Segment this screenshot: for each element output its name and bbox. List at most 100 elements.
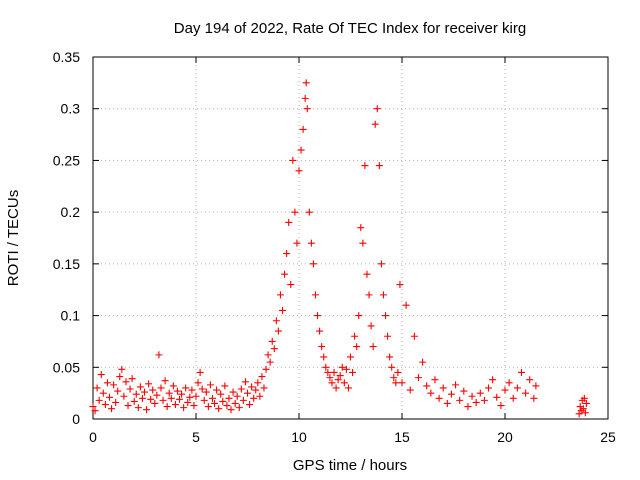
data-point bbox=[291, 208, 299, 216]
data-point bbox=[268, 337, 276, 345]
data-point bbox=[435, 394, 443, 402]
data-point bbox=[229, 388, 237, 396]
data-point bbox=[93, 384, 101, 392]
data-point bbox=[302, 79, 310, 87]
data-point bbox=[353, 343, 361, 351]
data-point bbox=[141, 388, 148, 396]
data-point bbox=[359, 239, 367, 247]
data-point bbox=[171, 401, 179, 409]
data-point bbox=[361, 162, 369, 170]
data-points bbox=[89, 79, 590, 418]
data-point bbox=[182, 384, 190, 392]
data-point bbox=[582, 399, 590, 407]
data-point bbox=[145, 380, 153, 388]
data-point bbox=[402, 301, 410, 309]
data-point bbox=[252, 386, 260, 394]
data-point bbox=[200, 396, 208, 404]
y-tick-label: 0.15 bbox=[53, 256, 80, 272]
data-point bbox=[318, 343, 326, 351]
data-point bbox=[108, 405, 116, 413]
data-point bbox=[161, 377, 169, 385]
data-point bbox=[330, 368, 338, 376]
data-point bbox=[227, 406, 235, 414]
data-point bbox=[202, 388, 210, 396]
data-point bbox=[493, 393, 501, 401]
data-point bbox=[274, 327, 282, 335]
data-point bbox=[342, 365, 350, 373]
data-point bbox=[130, 397, 138, 405]
data-point bbox=[419, 358, 427, 366]
data-point bbox=[526, 376, 534, 384]
data-point bbox=[173, 387, 181, 395]
data-point bbox=[192, 392, 200, 400]
data-point bbox=[198, 385, 206, 393]
data-point bbox=[299, 125, 307, 133]
data-point bbox=[276, 291, 284, 299]
data-point bbox=[452, 381, 460, 389]
data-point bbox=[176, 395, 184, 403]
data-point bbox=[332, 384, 340, 392]
data-point bbox=[464, 403, 472, 411]
data-point bbox=[509, 394, 517, 402]
data-point bbox=[579, 405, 587, 413]
data-point bbox=[167, 394, 175, 402]
data-point bbox=[116, 373, 124, 381]
data-point bbox=[460, 387, 468, 395]
data-point bbox=[219, 397, 227, 405]
y-tick-label: 0 bbox=[72, 411, 80, 427]
data-point bbox=[311, 291, 319, 299]
data-point bbox=[233, 392, 241, 400]
data-point bbox=[476, 389, 484, 397]
data-point bbox=[204, 403, 212, 411]
data-point bbox=[396, 281, 404, 289]
data-point bbox=[237, 385, 245, 393]
data-point bbox=[134, 404, 142, 412]
data-point bbox=[241, 378, 249, 386]
data-point bbox=[272, 317, 280, 325]
data-point bbox=[423, 382, 431, 390]
data-point bbox=[406, 386, 414, 394]
data-point bbox=[211, 399, 219, 407]
data-point bbox=[244, 389, 251, 397]
data-point bbox=[180, 404, 188, 412]
data-point bbox=[221, 382, 229, 390]
data-point bbox=[363, 270, 371, 278]
data-point bbox=[379, 291, 387, 299]
data-point bbox=[289, 156, 297, 164]
data-point bbox=[231, 399, 239, 407]
data-point bbox=[143, 406, 151, 414]
data-point bbox=[301, 94, 309, 102]
data-point bbox=[124, 402, 132, 410]
data-point bbox=[138, 394, 146, 402]
data-point bbox=[377, 260, 385, 268]
data-point bbox=[118, 365, 126, 373]
grid-lines bbox=[93, 57, 608, 419]
data-point bbox=[340, 379, 348, 387]
data-point bbox=[443, 399, 451, 407]
data-point bbox=[371, 120, 379, 128]
data-point bbox=[398, 379, 406, 387]
data-point bbox=[468, 392, 476, 400]
data-point bbox=[297, 146, 305, 154]
data-point bbox=[349, 368, 357, 376]
data-point bbox=[149, 386, 157, 394]
data-point bbox=[326, 374, 334, 382]
data-point bbox=[309, 260, 317, 268]
data-point bbox=[256, 392, 264, 400]
data-point bbox=[110, 381, 118, 389]
data-point bbox=[447, 390, 455, 398]
data-point bbox=[295, 167, 303, 175]
data-point bbox=[410, 332, 418, 340]
data-point bbox=[439, 384, 447, 392]
data-point bbox=[97, 371, 105, 379]
data-point bbox=[246, 401, 254, 409]
data-point bbox=[431, 376, 439, 384]
data-point bbox=[254, 379, 262, 387]
data-point bbox=[388, 363, 396, 371]
data-point bbox=[159, 396, 167, 404]
data-point bbox=[386, 353, 394, 361]
y-tick-label: 0.25 bbox=[53, 152, 80, 168]
data-point bbox=[334, 376, 342, 384]
data-point bbox=[153, 391, 161, 399]
data-point bbox=[95, 396, 103, 404]
